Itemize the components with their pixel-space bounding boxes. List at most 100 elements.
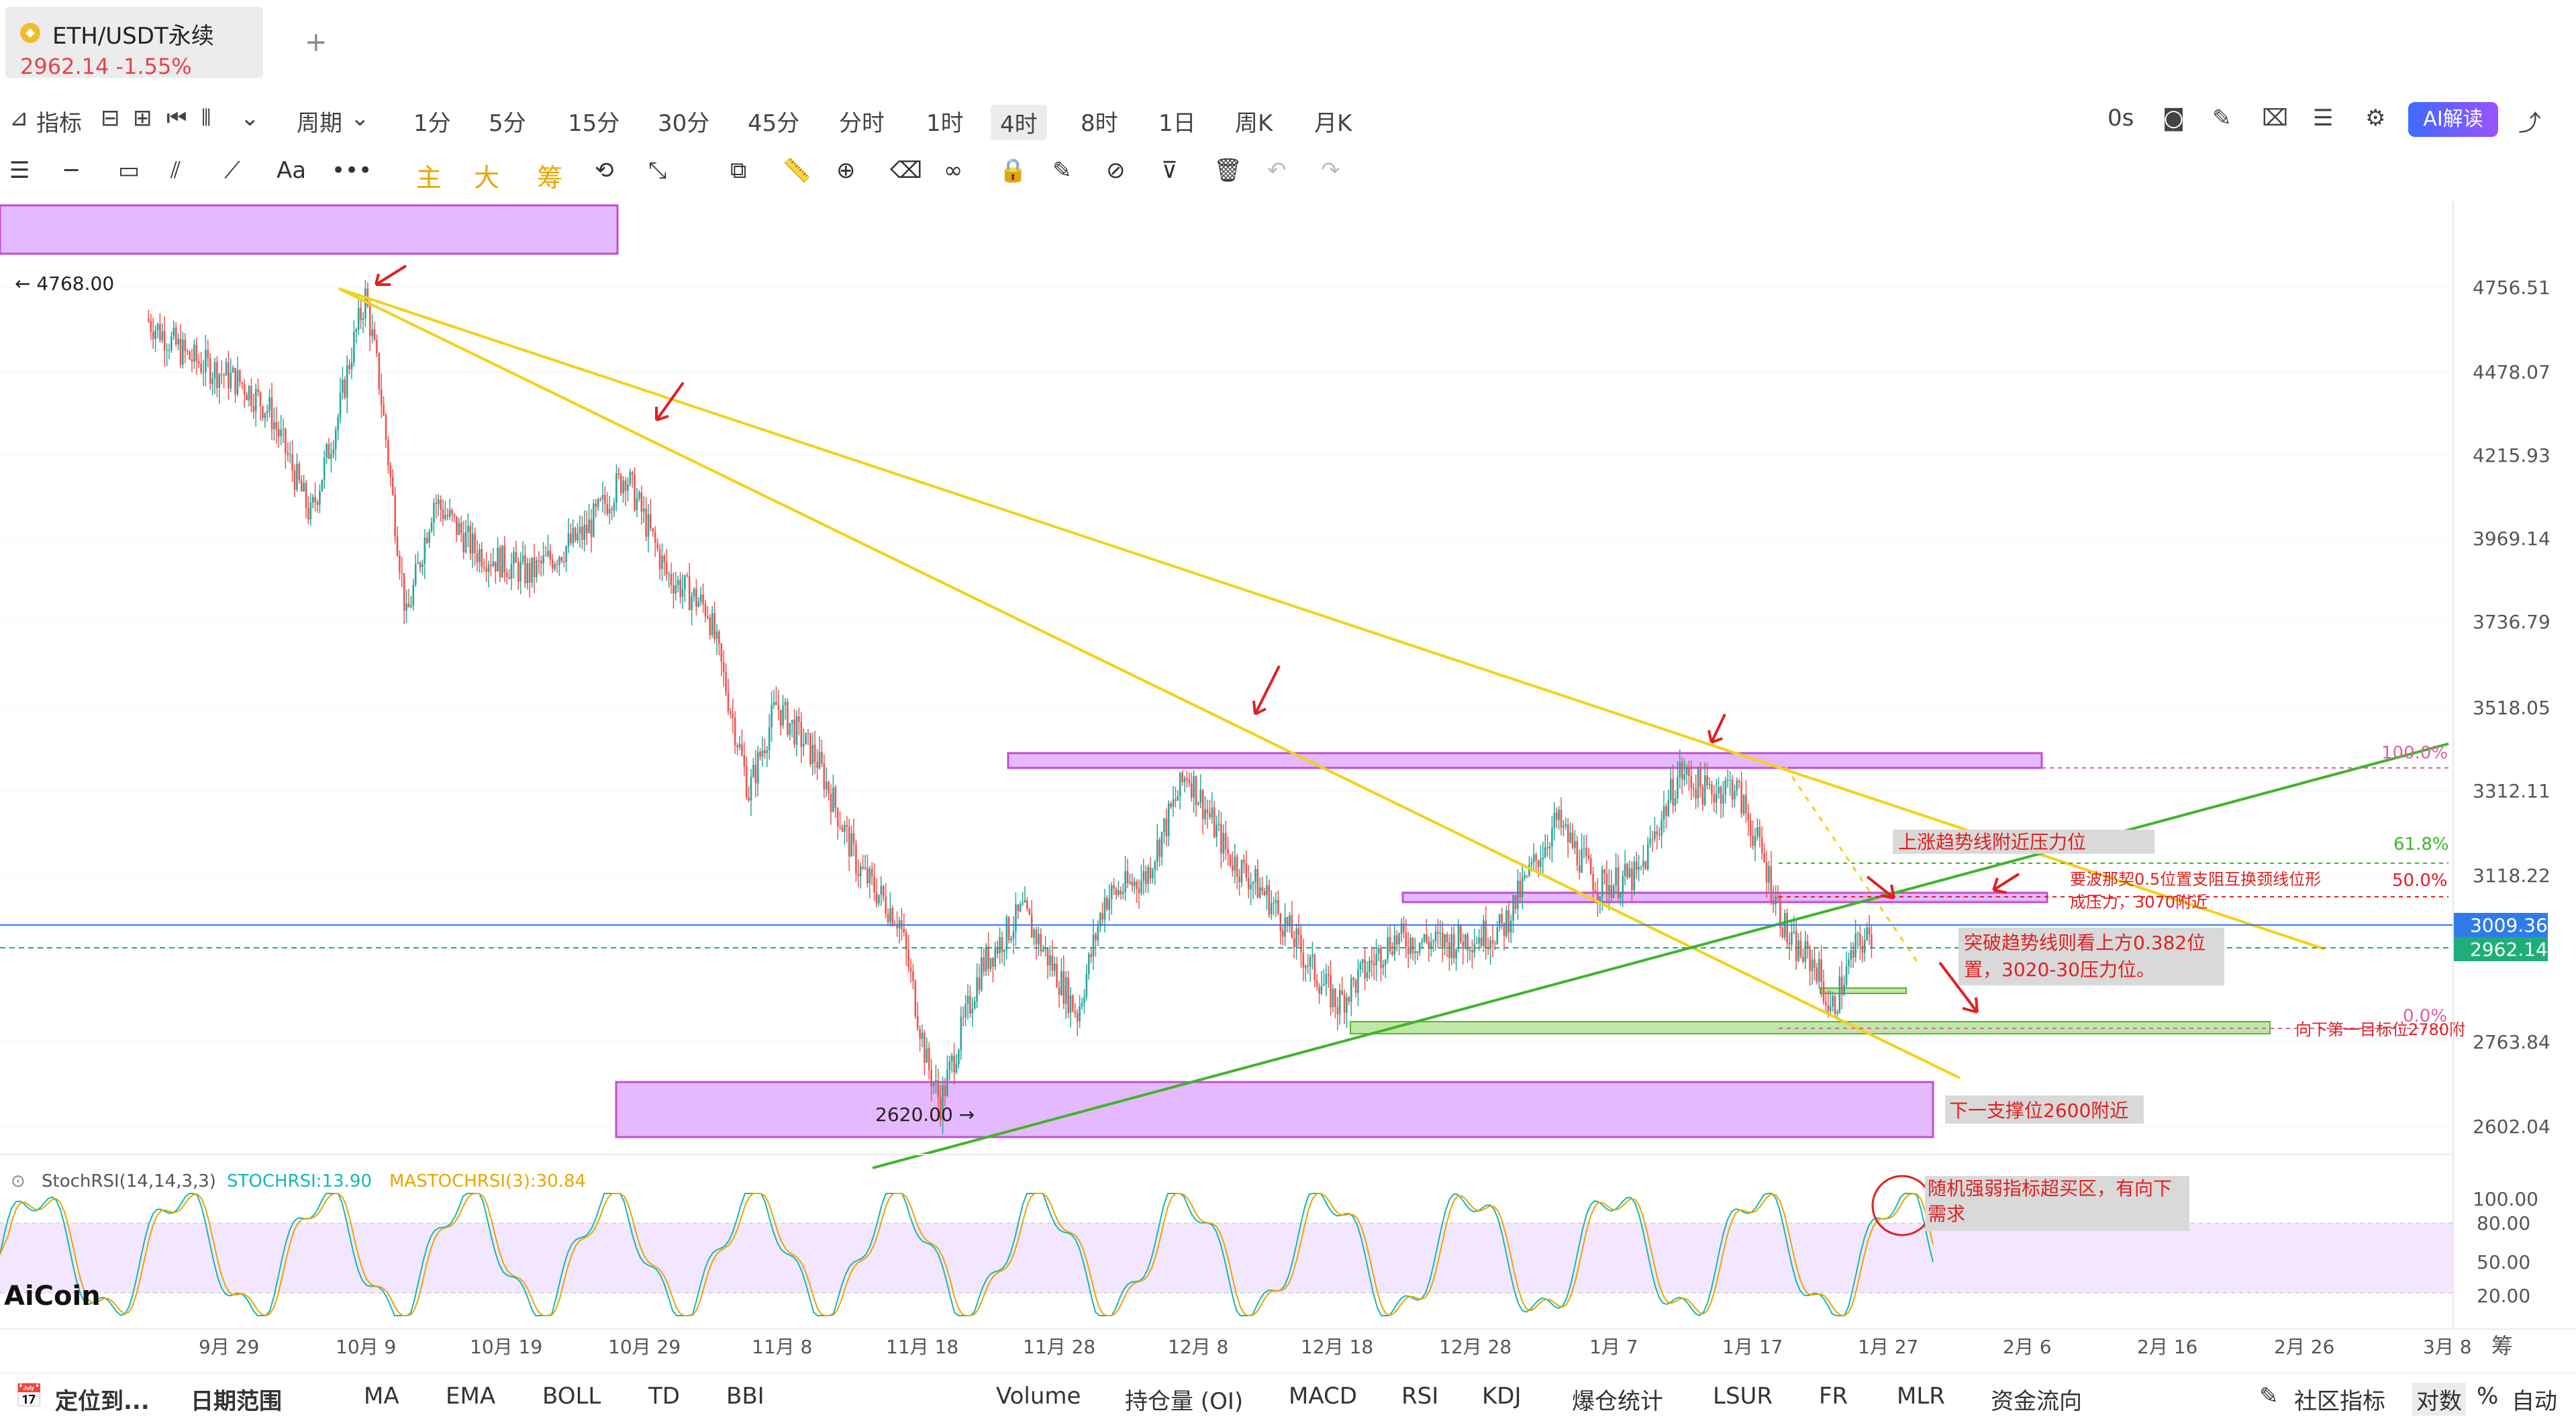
chips-toggle[interactable]: 筹 (2491, 1333, 2513, 1359)
percent-scale-toggle[interactable]: % (2477, 1383, 2499, 1410)
zoom-icon[interactable]: ⊕ (836, 157, 856, 184)
interval-1h[interactable]: 1时 (926, 110, 964, 137)
indicator-bbi[interactable]: BBI (726, 1383, 764, 1410)
edit-list-icon[interactable]: ✎ (1052, 157, 1072, 184)
stochrsi-panel[interactable]: ⊙ StochRSI(14,14,3,3) STOCHRSI:13.90 MAS… (0, 1154, 2538, 1317)
interval-8h[interactable]: 8时 (1081, 110, 1118, 137)
candle-body (1254, 869, 1256, 883)
candle-body (150, 321, 152, 332)
interval-1d[interactable]: 1日 (1158, 110, 1196, 137)
replay-icon[interactable]: ⏮ (166, 105, 187, 132)
sub-volume[interactable]: Volume (996, 1383, 1081, 1410)
menu-icon[interactable]: ☰ (9, 157, 30, 184)
sync-draw-icon[interactable]: ⟲ (595, 157, 614, 184)
calendar-icon[interactable]: 📅 (15, 1383, 44, 1410)
sub-rsi[interactable]: RSI (1401, 1383, 1439, 1410)
add-tab-button[interactable]: + (305, 27, 328, 58)
arrow-icon (1707, 714, 1726, 744)
interval-1w[interactable]: 周K (1235, 110, 1273, 137)
horizontal-line-icon[interactable]: ─ (64, 157, 79, 184)
candle-body (1581, 848, 1583, 873)
indicator-boll[interactable]: BOLL (542, 1383, 601, 1410)
interval-5m[interactable]: 5分 (489, 110, 526, 137)
lock-icon[interactable]: 🔒 (999, 157, 1028, 184)
chart-icon[interactable]: ⊿ (9, 105, 29, 132)
locate-button[interactable]: 定位到... (55, 1388, 150, 1415)
chips-button[interactable]: 筹 (537, 163, 563, 193)
interval-timeshare[interactable]: 分时 (839, 110, 885, 137)
text-tool-icon[interactable]: Aa (277, 157, 307, 184)
sub-oi[interactable]: 持仓量 (OI) (1125, 1388, 1244, 1415)
indicator-ema[interactable]: EMA (446, 1383, 496, 1410)
alert-icon[interactable]: ⌧ (2262, 105, 2289, 132)
candle-type-icon[interactable]: ⊟ (101, 105, 120, 132)
layout-icon[interactable]: ⊞ (133, 105, 152, 132)
sub-fr[interactable]: FR (1819, 1383, 1848, 1410)
price-axis[interactable]: 4756.51 4478.07 4215.93 3969.14 3736.79 … (2453, 201, 2550, 1329)
rectangle-icon[interactable]: ▭ (118, 157, 140, 184)
candle-body (360, 307, 362, 320)
camera-icon[interactable]: ◙ (2163, 105, 2185, 132)
hide-icon[interactable]: ⊘ (1106, 157, 1126, 184)
log-scale-toggle[interactable]: 对数 (2412, 1383, 2466, 1416)
redo-icon[interactable]: ↷ (1321, 157, 1340, 184)
eraser-icon[interactable]: ⌫ (890, 157, 923, 184)
sub-macd[interactable]: MACD (1289, 1383, 1357, 1410)
sub-capital-flow[interactable]: 资金流向 (1991, 1388, 2082, 1415)
sub-liquidation[interactable]: 爆仓统计 (1572, 1388, 1663, 1415)
compare-icon[interactable]: ⫴ (201, 105, 211, 132)
ruler-icon[interactable]: 📏 (783, 157, 811, 184)
price-chart[interactable]: ← 4768.00 2620.00 → 100.0% 61.8% 50.0% 0… (0, 201, 2576, 1373)
candle-body (490, 565, 492, 567)
community-icon[interactable]: ✎ (2259, 1383, 2279, 1410)
pen-icon[interactable]: ✎ (2212, 105, 2232, 132)
auto-scale-toggle[interactable]: 自动 (2512, 1388, 2557, 1415)
candle-body (220, 374, 223, 375)
copy-icon[interactable]: ⧉ (730, 157, 747, 184)
community-indicators[interactable]: 社区指标 (2294, 1388, 2385, 1415)
candle-body (163, 331, 166, 351)
date-range-button[interactable]: 日期范围 (191, 1388, 282, 1415)
share-icon[interactable]: ⤴ (2518, 110, 2541, 137)
more-icon[interactable]: ••• (332, 157, 373, 184)
candle-body (182, 339, 184, 364)
trend-line-icon[interactable]: ⟋ (224, 157, 240, 184)
symbol-tab[interactable]: ◆ ETH/USDT永续 2962.14 -1.55% (5, 7, 263, 79)
interval-1m[interactable]: 1分 (413, 110, 451, 137)
large-orders-button[interactable]: 大 (474, 163, 500, 193)
interval-45m[interactable]: 45分 (748, 110, 800, 137)
main-force-button[interactable]: 主 (416, 163, 442, 193)
filter-icon[interactable]: ⊽ (1161, 157, 1178, 184)
measure-icon[interactable]: ⤡ (648, 157, 667, 184)
candle-body (405, 603, 407, 611)
indicator-ma[interactable]: MA (364, 1383, 399, 1410)
collapse-icon[interactable]: ⌄ (240, 105, 260, 132)
time-axis[interactable]: 9月 29 10月 9 10月 19 10月 29 11月 8 11月 18 1… (0, 1328, 2576, 1359)
period-dropdown[interactable]: 周期 (297, 110, 342, 137)
candle-body (353, 332, 355, 362)
undo-icon[interactable]: ↶ (1267, 157, 1287, 184)
interval-4h[interactable]: 4时 (991, 105, 1047, 140)
list-icon[interactable]: ☰ (2313, 105, 2334, 132)
candle-body (1814, 959, 1816, 968)
sub-mlr[interactable]: MLR (1897, 1383, 1945, 1410)
magnet-icon[interactable]: ∞ (944, 157, 963, 184)
ai-analysis-button[interactable]: AI解读 (2408, 102, 2498, 137)
parallel-channel-icon[interactable]: ⫽ (170, 157, 181, 184)
delete-icon[interactable]: 🗑 (1213, 157, 1243, 184)
collapse-panel-icon[interactable]: ⊙ (11, 1171, 26, 1191)
indicator-td[interactable]: TD (648, 1383, 680, 1410)
indicators-button[interactable]: 指标 (36, 110, 82, 137)
interval-15m[interactable]: 15分 (568, 110, 620, 137)
settings-icon[interactable]: ⚙ (2365, 105, 2386, 132)
interval-1mo[interactable]: 月K (1314, 110, 1352, 137)
sub-kdj[interactable]: KDJ (1482, 1383, 1522, 1410)
candle-body (1558, 810, 1560, 820)
candle-body (725, 671, 727, 693)
sub-lsur[interactable]: LSUR (1713, 1383, 1773, 1410)
candle-body (1062, 971, 1065, 1004)
candle-body (1201, 789, 1204, 820)
interval-30m[interactable]: 30分 (658, 110, 710, 137)
candle-body (1270, 903, 1273, 915)
candle-body (693, 589, 695, 597)
